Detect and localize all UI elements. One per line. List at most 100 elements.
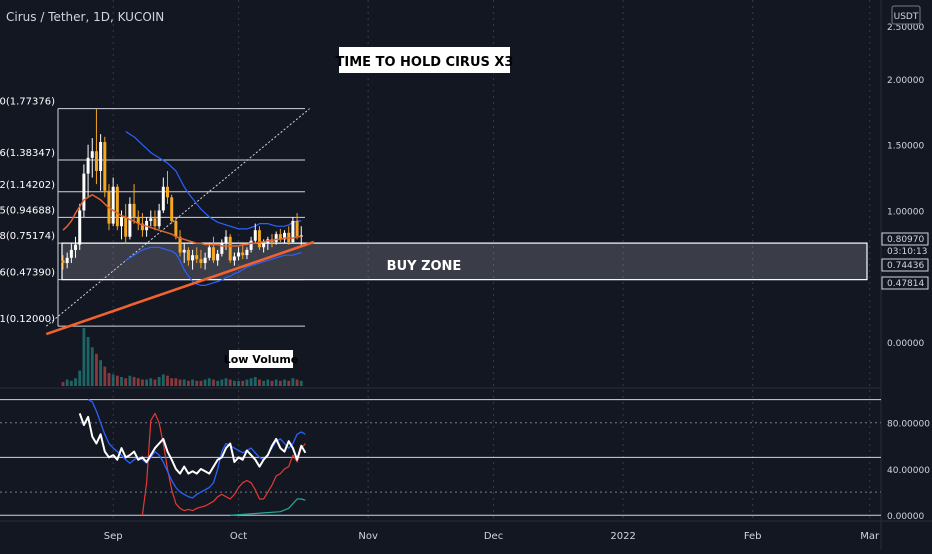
volume-bar [274,379,278,386]
volume-bars [61,328,303,386]
candle-body [124,217,128,237]
headline-text: TIME TO HOLD CIRUS X3 [336,55,514,70]
candle-body [174,220,178,237]
overlay-lines [45,193,315,336]
candle-body [99,142,103,171]
volume-bar [203,379,207,386]
candle-body [161,186,165,211]
candle-body [78,210,82,245]
volume-bar [166,375,169,386]
volume-bar [170,378,174,386]
candle-body [199,259,203,264]
volume-bar [262,380,266,386]
candle-body [132,203,136,218]
symbol-title[interactable]: Cirus / Tether, 1D, KUCOIN [6,10,164,24]
candle-body [278,234,282,240]
candle-body [262,243,266,248]
volume-bar [258,379,261,386]
candle-body [149,218,153,221]
price-marker-box [881,258,929,272]
rsi-white-line [78,413,307,475]
candle-body [224,236,228,244]
fib-level-label: 0.618(0.75174) [0,231,55,242]
candle-body [237,252,241,257]
volume-bar [191,379,194,386]
rsi-lines [78,399,307,516]
time-tick-label: 2022 [610,531,635,542]
candle-body [140,223,144,231]
price-marker-label: 03:10:13 [887,247,927,257]
volume-bar [224,378,228,386]
volume-bar [187,380,190,386]
candle-body [82,173,86,211]
volume-bar [153,379,157,386]
volume-bar [115,375,119,386]
low-volume-text: Low Volume [224,353,299,366]
volume-bar [220,379,224,386]
candle-body [216,253,220,261]
candle-body [153,218,157,227]
buy-zone-rect [61,242,868,281]
fib-diagonal [45,108,310,327]
candle-body [178,236,182,253]
fib-level-label: 0.786(0.47390) [0,268,55,279]
candle-body [115,186,119,227]
volume-bar [174,378,178,386]
volume-bar [111,374,115,386]
price-marker-box [881,276,929,290]
candle-body [207,247,211,258]
candle-body [274,234,278,243]
rsi-tick-label: 40.00000 [887,466,930,476]
candle-body [103,142,107,191]
candle-body [203,257,207,264]
volume-bar [283,379,286,386]
price-marker-box [881,232,929,246]
rsi-grid [0,399,881,516]
candle-body [69,249,73,258]
candle-body [186,249,190,261]
price-tick-label: 1.50000 [887,142,924,152]
candle-body [211,247,215,261]
time-tick-label: Sep [104,531,123,542]
rsi-axis[interactable]: 80.00000 40.00000 0.00000 [887,420,930,523]
candle-body [232,256,236,261]
volume-bar [178,379,182,386]
volume-bar [212,379,215,386]
time-axis[interactable]: SepOctNovDec2022FebMarApr [104,531,932,542]
volume-bar [253,376,257,386]
time-tick-label: Oct [230,531,247,542]
candle-body [291,220,295,243]
rsi-red-line [141,412,306,516]
bollinger-bands [125,130,302,286]
headline-box[interactable] [339,47,510,73]
candle-body [253,230,257,241]
price-axis[interactable]: 2.50000 2.00000 1.50000 1.00000 0.00000 0.809… [881,23,929,349]
fib-level-label: 0.5(0.94688) [0,205,55,216]
candle-body [295,220,299,237]
candle-body [86,157,90,174]
volume-bar [136,378,140,386]
volume-bar [145,379,148,386]
bollinger-upper [125,130,302,230]
candle-body [90,151,94,158]
volume-bar [207,378,211,386]
candle-body [170,197,174,221]
volume-bar [245,379,249,386]
price-tick-label: 2.00000 [887,76,924,86]
candle-body [191,255,195,261]
currency-badge[interactable] [891,5,921,25]
bollinger-lower [125,246,302,286]
candle-body [182,249,186,253]
currency-badge-label: USDT [894,12,919,22]
fib-level-label: 0.382(1.14202) [0,180,55,191]
low-volume-box[interactable] [229,350,293,368]
volume-bar [278,380,282,386]
candle-body [65,257,69,264]
time-tick-label: Dec [484,531,503,542]
volume-bar [120,376,123,386]
volume-bar [287,380,291,386]
volume-bar [78,370,82,386]
fib-level-label: 1(0.12000) [0,314,55,325]
